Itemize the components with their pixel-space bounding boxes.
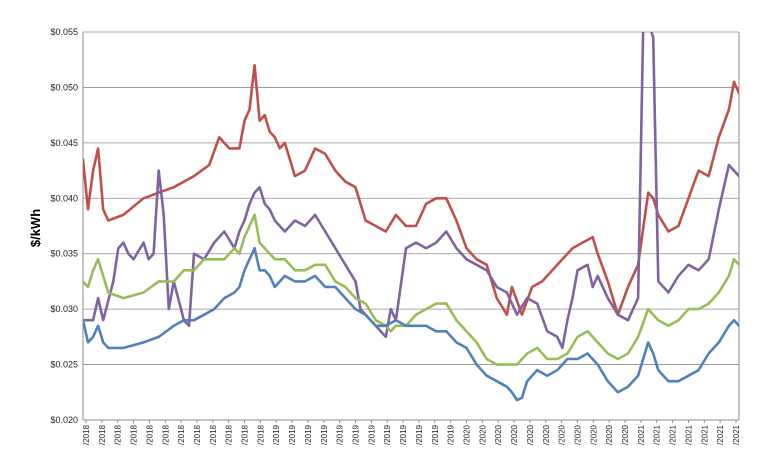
x-tick-label: /2020	[526, 424, 535, 445]
x-tick-label: /2020	[621, 424, 630, 445]
x-tick-label: /2018	[225, 424, 234, 445]
x-tick-label: /2019	[272, 424, 281, 445]
y-tick-label: $0.055	[50, 27, 78, 37]
x-tick-label: /2018	[98, 424, 107, 445]
x-tick-label: /2018	[82, 424, 91, 445]
gridlines	[82, 31, 740, 421]
x-tick-label: /2019	[367, 424, 376, 445]
x-tick-label: /2020	[542, 424, 551, 445]
x-tick-label: /2020	[589, 424, 598, 445]
series-line-4	[83, 246, 739, 402]
x-tick-label: /2019	[336, 424, 345, 445]
x-tick-label: /2020	[494, 424, 503, 445]
x-tick-label: /2019	[415, 424, 424, 445]
x-tick-label: /2018	[145, 424, 154, 445]
x-tick-label: /2018	[161, 424, 170, 445]
x-tick-label: /2020	[558, 424, 567, 445]
y-tick-label: $0.020	[50, 415, 78, 425]
x-tick-label: /2018	[193, 424, 202, 445]
x-tick-label: /2020	[573, 424, 582, 445]
x-tick-label: /2019	[352, 424, 361, 445]
x-tick-label: /2018	[209, 424, 218, 445]
x-axis-ticks: /2018/2018/2018/2018/2018/2018/2018/2018…	[82, 420, 741, 445]
series-line-3	[83, 213, 739, 366]
series-lines	[83, 32, 739, 402]
y-tick-label: $0.045	[50, 138, 78, 148]
y-tick-label: $0.040	[50, 193, 78, 203]
y-axis-label: $/kWh	[28, 209, 43, 247]
x-tick-label: /2021	[637, 424, 646, 445]
x-tick-label: /2019	[288, 424, 297, 445]
series-line-2	[83, 32, 739, 350]
x-tick-label: /2018	[256, 424, 265, 445]
x-tick-label: /2021	[716, 424, 725, 445]
x-tick-label: /2019	[399, 424, 408, 445]
x-tick-label: /2019	[447, 424, 456, 445]
x-tick-label: /2021	[669, 424, 678, 445]
x-tick-label: /2020	[462, 424, 471, 445]
x-tick-label: /2018	[177, 424, 186, 445]
x-tick-label: /2018	[130, 424, 139, 445]
x-tick-label: /2020	[510, 424, 519, 445]
x-tick-label: /2019	[304, 424, 313, 445]
x-tick-label: /2018	[241, 424, 250, 445]
x-tick-label: /2021	[732, 424, 741, 445]
x-tick-label: /2020	[605, 424, 614, 445]
y-tick-label: $0.030	[50, 304, 78, 314]
x-tick-label: /2021	[700, 424, 709, 445]
x-tick-label: /2018	[114, 424, 123, 445]
x-tick-label: /2021	[684, 424, 693, 445]
x-tick-label: /2019	[383, 424, 392, 445]
y-tick-label: $0.050	[50, 82, 78, 92]
y-axis-ticks: $0.020 $0.025 $0.030 $0.035 $0.040 $0.045 $0.0…	[50, 27, 78, 425]
x-tick-label: /2020	[478, 424, 487, 445]
x-tick-label: /2021	[653, 424, 662, 445]
x-tick-label: /2019	[431, 424, 440, 445]
y-tick-label: $0.025	[50, 360, 78, 370]
x-tick-label: /2019	[320, 424, 329, 445]
y-tick-label: $0.035	[50, 249, 78, 259]
